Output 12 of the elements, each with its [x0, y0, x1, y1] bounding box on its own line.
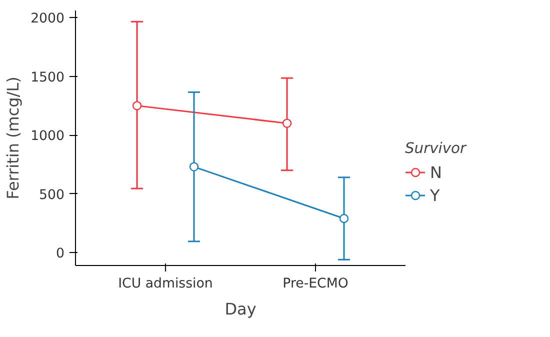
y-tick-label: 500: [39, 188, 65, 203]
y-tick-label: 1000: [30, 129, 65, 144]
y-tick-label: 2000: [30, 12, 65, 27]
x-tick-label: ICU admission: [118, 276, 213, 292]
y-tick-label: 0: [56, 246, 65, 262]
y-axis-title: Ferritin (mcg/L): [4, 76, 23, 200]
x-tick-label: Pre-ECMO: [282, 276, 348, 292]
x-axis-title: Day: [224, 300, 256, 318]
legend-title: Survivor: [405, 140, 466, 157]
legend-label: Y: [430, 186, 441, 204]
legend-label: N: [430, 162, 443, 182]
y-tick-label: 1500: [30, 70, 65, 86]
